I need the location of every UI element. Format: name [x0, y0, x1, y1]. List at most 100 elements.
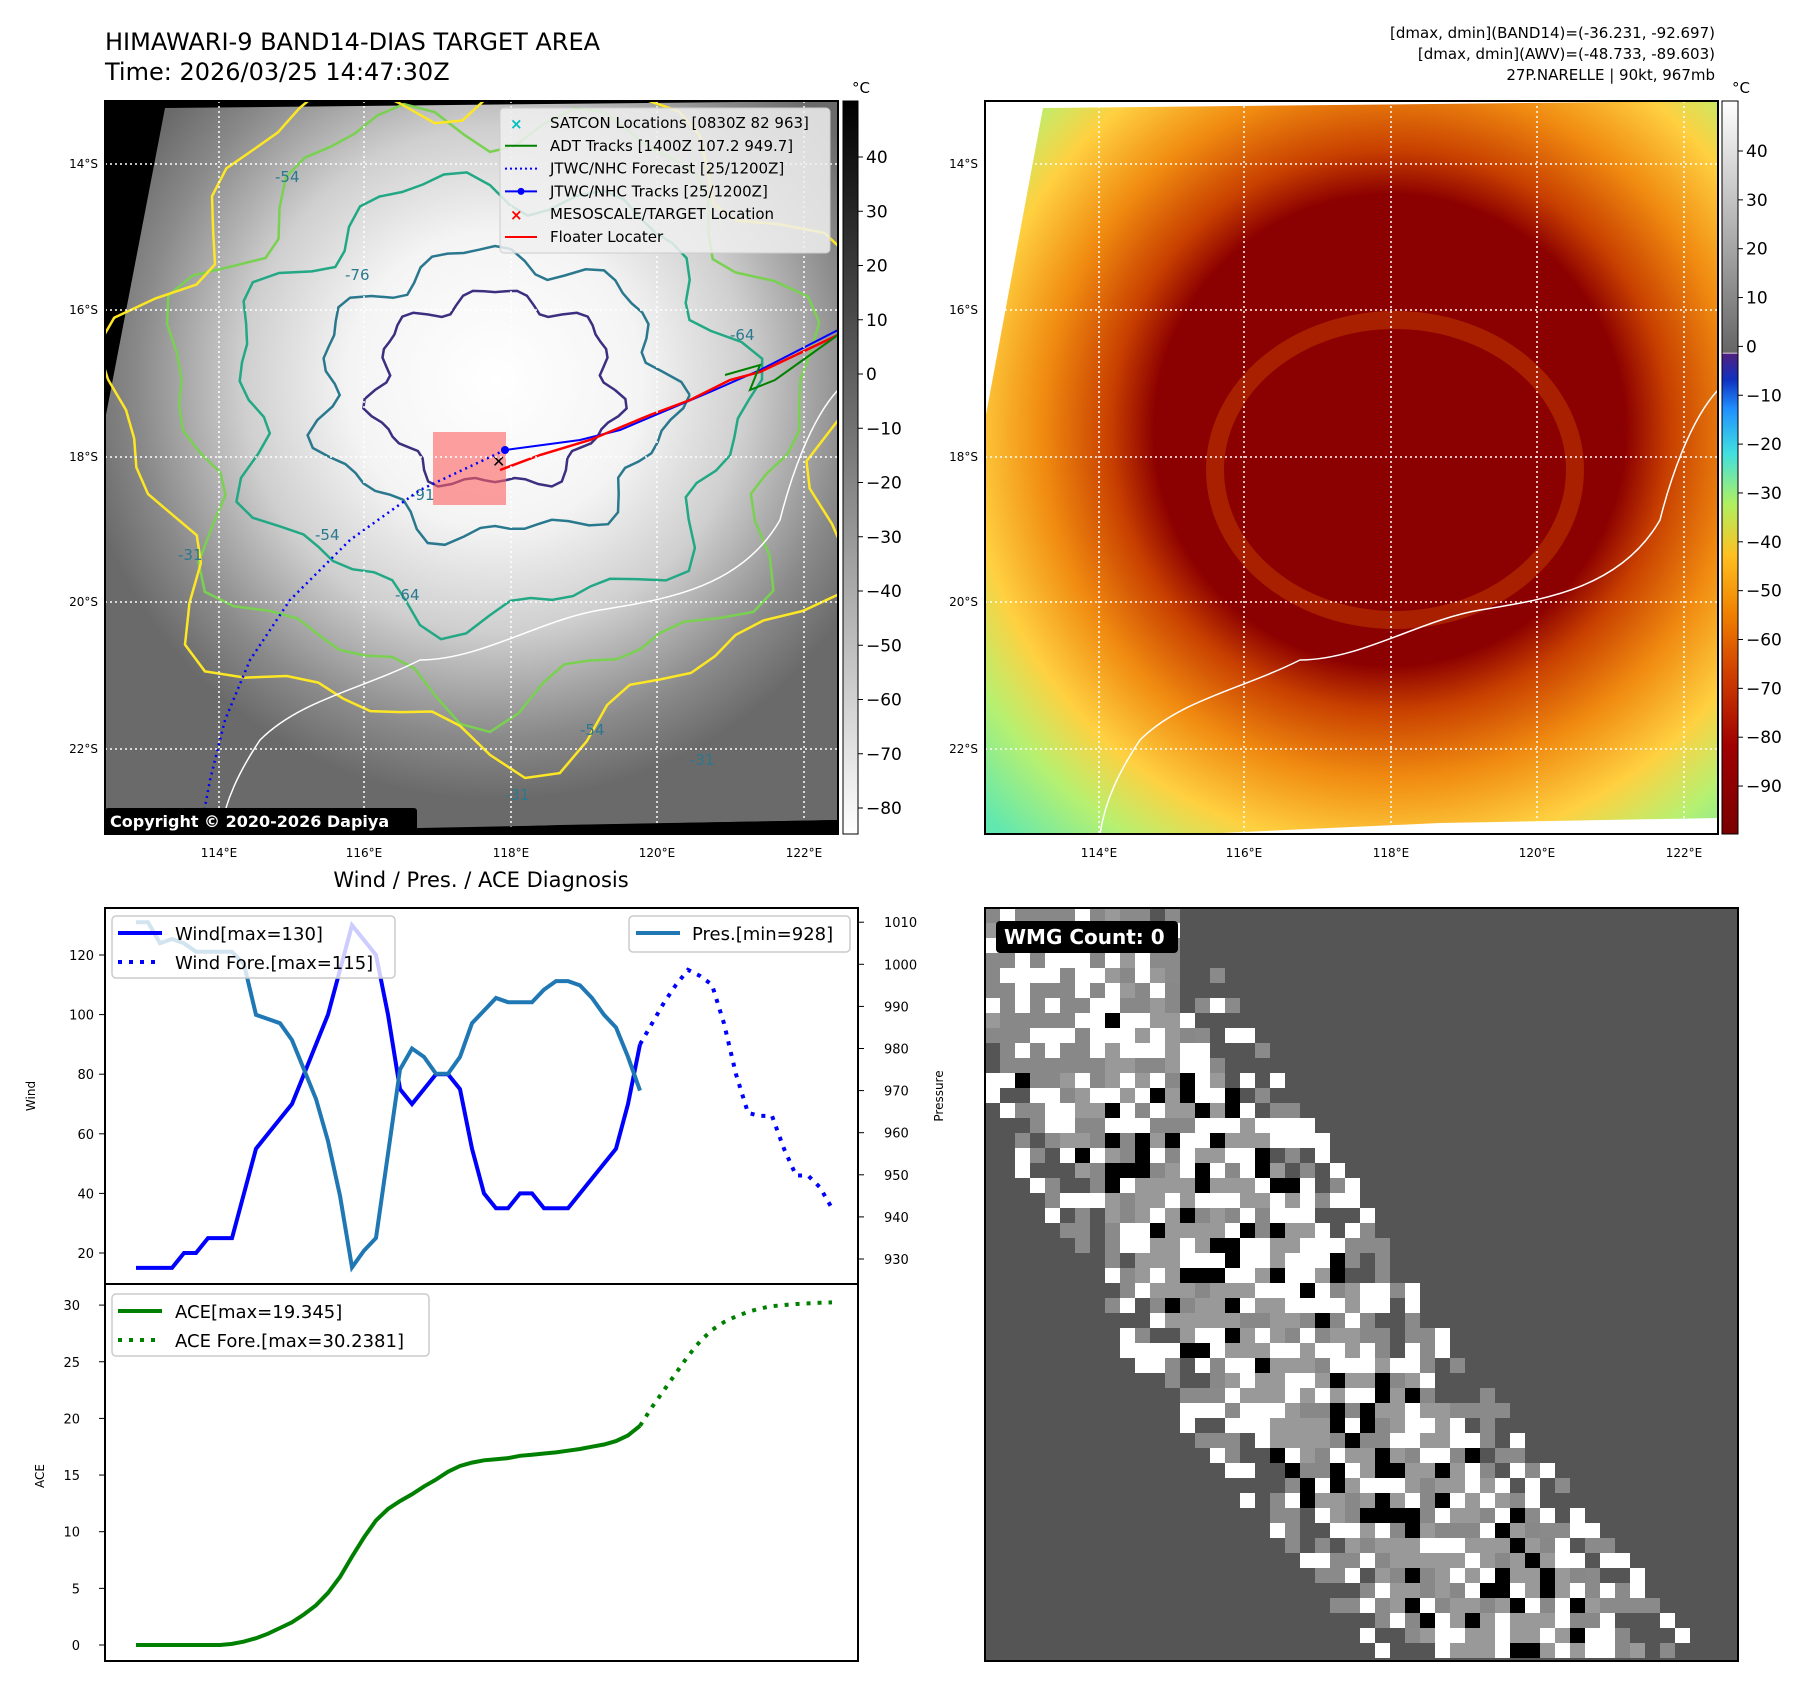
info-storm: 27P.NARELLE | 90kt, 967mb [1506, 66, 1715, 84]
lon-label: 118°E [1373, 846, 1410, 860]
left-map-axis-labels: 114°E 116°E 118°E 120°E 122°E 14°S 16°S 18°S 20°… [69, 157, 822, 860]
contour-label: -64 [395, 586, 420, 604]
ace-tick: 15 [63, 1469, 80, 1484]
pressure-tick: 950 [884, 1169, 909, 1184]
colorbar-tick: 40 [866, 148, 888, 168]
colorbar-tick: −40 [866, 582, 902, 602]
legend-wind: Wind[max=130] [175, 924, 323, 945]
jtwc-forecast-line [198, 448, 506, 834]
lat-label: 20°S [949, 595, 978, 609]
colorbar-tick: −20 [866, 474, 902, 494]
ace-legend: ACE[max=19.345] ACE Fore.[max=30.2381] [111, 1293, 430, 1357]
ace-tick: 10 [63, 1526, 80, 1541]
colorbar-tick: −60 [866, 691, 902, 711]
legend-entry: Floater Locater [550, 228, 664, 246]
legend-entry: JTWC/NHC Tracks [25/1200Z] [549, 182, 768, 200]
pressure-tick: 980 [884, 1043, 909, 1058]
series-aceline [136, 1424, 642, 1647]
contour-label: -31 [690, 751, 715, 769]
contour-label: -64 [730, 326, 755, 344]
wind-tick: 120 [69, 949, 94, 964]
right-colorbar [1721, 100, 1739, 835]
right-map-frame [984, 100, 1719, 835]
series-wind-fore-line [638, 967, 834, 1210]
wmg-count-box [996, 921, 1178, 953]
colorbar-tick: −50 [1746, 582, 1782, 602]
contour-label: -54 [580, 721, 605, 739]
colorbar-tick: −80 [866, 799, 902, 819]
lon-label: 120°E [639, 846, 676, 860]
wmg-cells [985, 908, 1690, 1658]
colorbar-tick: −30 [866, 528, 902, 548]
jtwc-track-line [504, 329, 838, 451]
contour-line [362, 289, 628, 488]
ace-tick: 0 [72, 1639, 80, 1654]
pressure-tick: 960 [884, 1127, 909, 1142]
coastline [1099, 389, 1718, 834]
colorbar-tick: 10 [866, 311, 888, 331]
legend-ace: ACE[max=19.345] [175, 1302, 342, 1323]
contour-label: -54 [315, 526, 340, 544]
pressure-tick: 940 [884, 1211, 909, 1226]
lat-label: 16°S [69, 303, 98, 317]
pressure-tick: 1010 [884, 916, 917, 931]
legend-x-marker-icon: × [510, 115, 523, 133]
colorbar-tick: −40 [1746, 533, 1782, 553]
lat-label: 22°S [949, 742, 978, 756]
wind-tick: 40 [77, 1187, 94, 1202]
target-location-marker: ✕ [492, 452, 505, 471]
left-map-legend: × SATCON Locations [0830Z 82 963] ADT Trac… [499, 107, 831, 254]
wind-tick: 20 [77, 1247, 94, 1262]
wind-legend: Wind[max=130] Wind Fore.[max=115] [111, 915, 396, 979]
colorbar-tick: 30 [866, 202, 888, 222]
legend-wind-fore: Wind Fore.[max=115] [175, 953, 373, 974]
right-colorbar-ticks: 40 30 20 10 0 −10 −20 −30 −40 −50 −60 −70 −80 −90 [1738, 142, 1782, 797]
colorbar-tick: −70 [866, 745, 902, 765]
contour-label: -76 [345, 266, 370, 284]
lon-label: 120°E [1519, 846, 1556, 860]
figure-title: HIMAWARI-9 BAND14-DIAS TARGET AREA [105, 28, 601, 56]
colorbar-tick: −60 [1746, 631, 1782, 651]
wind-tick: 60 [77, 1128, 94, 1143]
lon-label: 114°E [1081, 846, 1118, 860]
colorbar-tick: 0 [866, 365, 877, 385]
wmg-count-label: WMG Count: 0 [1004, 925, 1165, 949]
colorbar-tick: −30 [1746, 484, 1782, 504]
coastline [219, 389, 838, 834]
ace-axis-label: ACE [33, 1464, 47, 1488]
lat-label: 14°S [69, 157, 98, 171]
contour-line [306, 244, 691, 547]
colorbar-tick: −50 [866, 636, 902, 656]
legend-pres: Pres.[min=928] [692, 924, 833, 945]
lat-lon-gridlines [985, 101, 1718, 834]
contour-label: -54 [275, 168, 300, 186]
legend-entry: SATCON Locations [0830Z 82 963] [550, 114, 809, 132]
wind-axis-label: Wind [24, 1081, 38, 1111]
wind-tick: 80 [77, 1068, 94, 1083]
pressure-tick: 990 [884, 1000, 909, 1015]
lat-label: 22°S [69, 742, 98, 756]
legend-entry: MESOSCALE/TARGET Location [550, 205, 774, 223]
legend-ace-fore: ACE Fore.[max=30.2381] [175, 1331, 404, 1352]
contour-label: -31 [505, 786, 530, 804]
jtwc-track-marker [501, 446, 509, 454]
left-colorbar-unit: °C [852, 79, 870, 97]
copyright-box [105, 808, 417, 834]
copyright-text: Copyright © 2020-2026 Dapiya [110, 812, 389, 831]
ir-color-image [985, 101, 1718, 834]
pressure-tick: 1000 [884, 958, 917, 973]
legend-entry: ADT Tracks [1400Z 107.2 949.7] [550, 137, 793, 155]
lon-label: 118°E [493, 846, 530, 860]
info-band14: [dmax, dmin](BAND14)=(-36.231, -92.697) [1390, 24, 1715, 42]
right-colorbar-unit: °C [1732, 79, 1750, 97]
left-map-panel: -54 -76 -64 -91 -54 -64 -54 -31 -31 -31 ✕ Copyrig… [69, 79, 902, 860]
pressure-tick: 970 [884, 1085, 909, 1100]
left-map-frame [104, 100, 839, 835]
colorbar-tick: 20 [1746, 240, 1768, 260]
pressure-tick: 930 [884, 1253, 909, 1268]
lon-label: 122°E [786, 846, 823, 860]
colorbar-tick: 10 [1746, 289, 1768, 309]
colorbar-tick: 20 [866, 257, 888, 277]
colorbar-tick: 0 [1746, 337, 1757, 357]
lat-label: 20°S [69, 595, 98, 609]
